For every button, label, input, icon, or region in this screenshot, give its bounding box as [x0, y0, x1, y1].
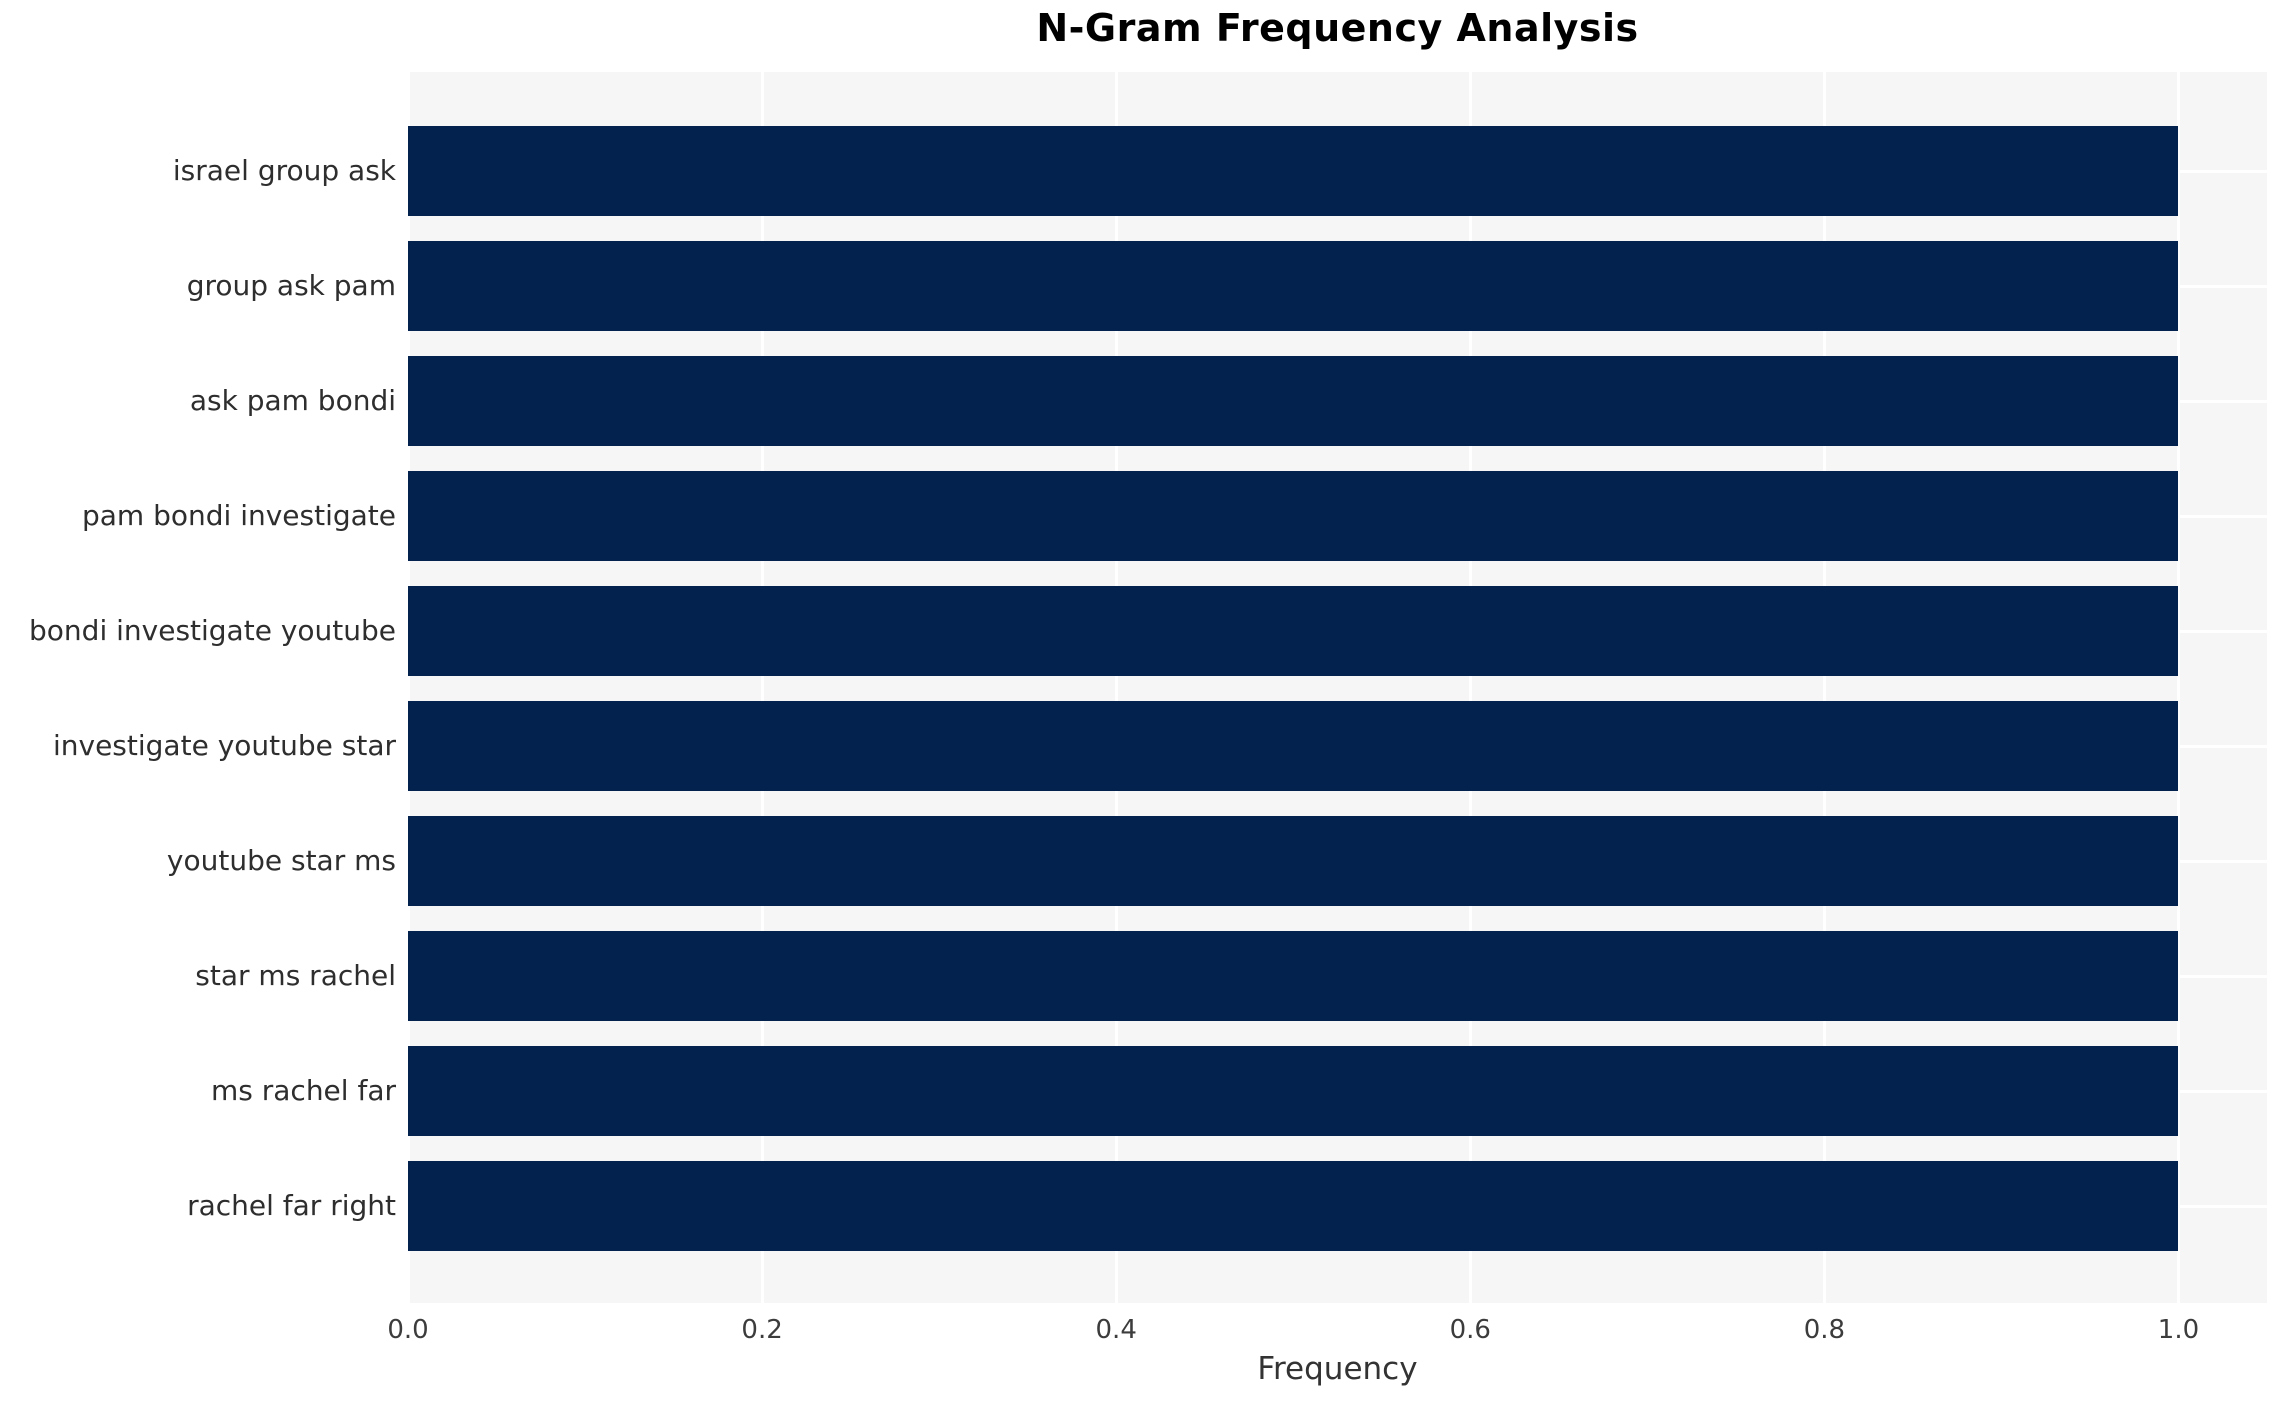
vertical-gridline [1468, 72, 1472, 1303]
x-axis-ticks: 0.0 0.2 0.4 0.6 0.8 1.0 [387, 1312, 2267, 1352]
vertical-gridline [1822, 72, 1826, 1303]
y-tick-label: youtube star ms [166, 844, 396, 877]
y-axis-labels: israel group ask group ask pam ask pam bon… [0, 72, 396, 1303]
chart-title: N-Gram Frequency Analysis [1036, 6, 1639, 50]
x-tick-label: 1.0 [2157, 1315, 2200, 1345]
bar [408, 471, 2179, 561]
bar [408, 241, 2179, 331]
x-axis-title: Frequency [1257, 1351, 1418, 1387]
bar [408, 701, 2179, 791]
y-tick-label: group ask pam [186, 269, 396, 302]
y-tick-label: israel group ask [172, 154, 396, 187]
bar [408, 816, 2179, 906]
bar [408, 356, 2179, 446]
vertical-gridline [2176, 72, 2180, 1303]
plot-area [406, 72, 2267, 1303]
y-tick-label: star ms rachel [195, 959, 396, 992]
y-tick-label: investigate youtube star [52, 729, 396, 762]
y-tick-label: ask pam bondi [189, 384, 396, 417]
y-tick-label: rachel far right [187, 1189, 396, 1222]
y-tick-label: ms rachel far [210, 1074, 396, 1107]
bar [408, 1161, 2179, 1251]
y-tick-label: bondi investigate youtube [29, 614, 396, 647]
x-tick-label: 0.2 [741, 1315, 783, 1345]
vertical-gridline [406, 72, 410, 1303]
bar [408, 931, 2179, 1021]
x-tick-label: 0.6 [1449, 1315, 1491, 1345]
x-tick-label: 0.0 [387, 1315, 429, 1345]
bar [408, 1046, 2179, 1136]
y-tick-label: pam bondi investigate [81, 499, 396, 532]
x-tick-label: 0.8 [1803, 1315, 1846, 1345]
bar [408, 126, 2179, 216]
vertical-gridline [760, 72, 764, 1303]
vertical-gridline [1114, 72, 1118, 1303]
x-tick-label: 0.4 [1095, 1315, 1137, 1345]
bar [408, 586, 2179, 676]
